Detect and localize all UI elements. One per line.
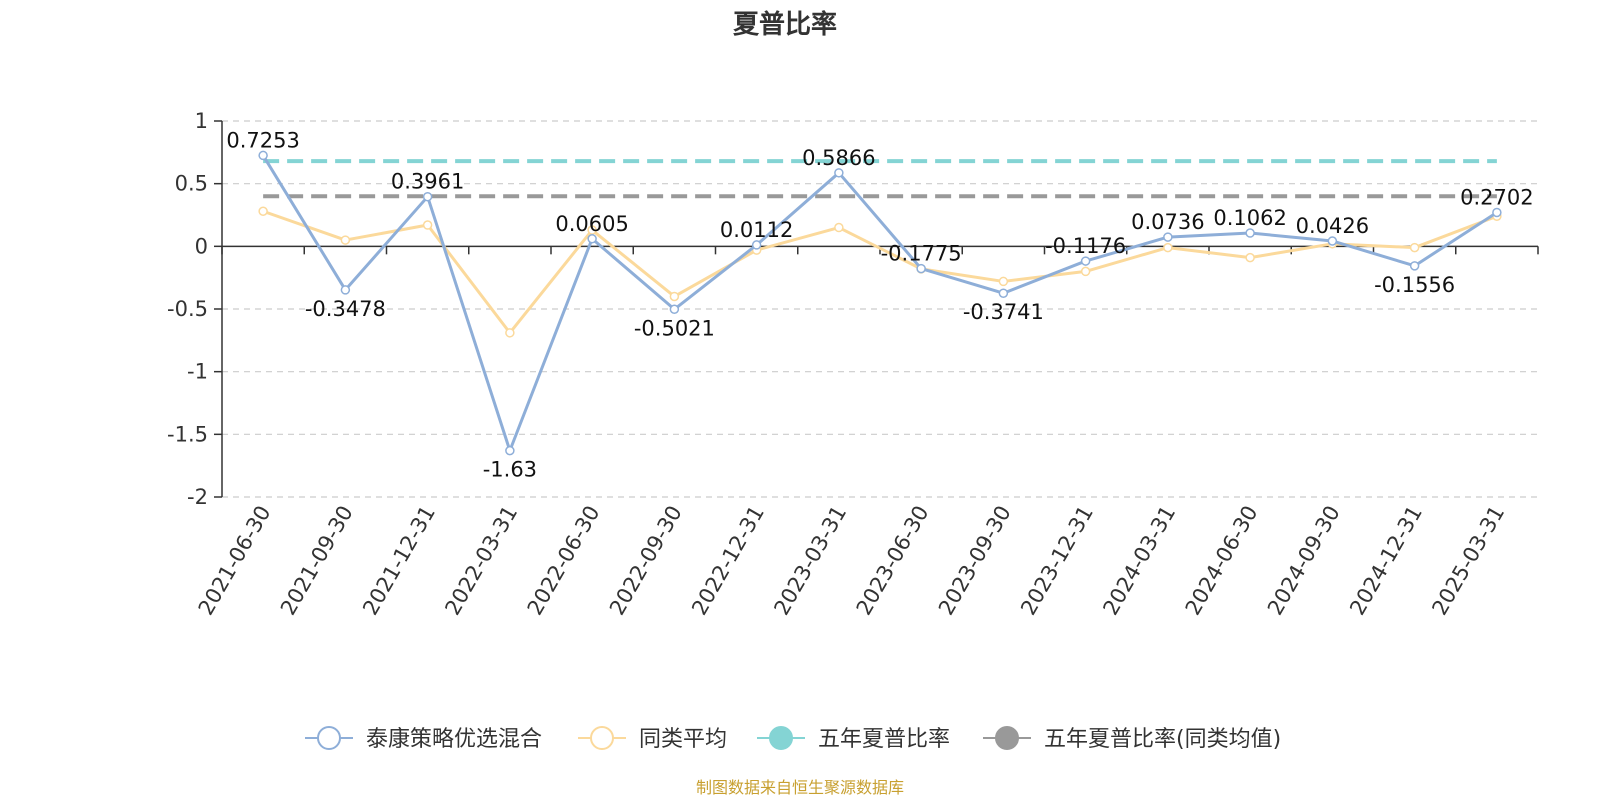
x-tick-label: 2025-03-31 [1427, 502, 1509, 620]
x-tick-label: 2024-06-30 [1181, 502, 1263, 620]
fund-point [1409, 261, 1420, 271]
fund-point [1163, 232, 1173, 242]
y-tick-label: 0 [195, 234, 208, 258]
x-tick-label: 2024-03-31 [1098, 502, 1180, 620]
x-tick-label: 2023-12-31 [1016, 502, 1098, 620]
fund-point [669, 304, 680, 315]
fund-point [916, 263, 926, 274]
peer-average-point [422, 220, 433, 230]
reference-lines [263, 159, 1497, 199]
fund-data-label: -0.1556 [1374, 273, 1455, 297]
legend-label: 泰康策略优选混合 [366, 727, 542, 752]
fund-data-label: 0.0605 [555, 212, 628, 236]
fund-point [1492, 207, 1502, 218]
chart-title: 夏普比率 [733, 9, 837, 40]
fund-point [834, 168, 844, 178]
x-tick-label: 2022-06-30 [523, 502, 605, 620]
y-tick-label: -1 [187, 360, 208, 384]
peer-average-point [1409, 242, 1420, 253]
fund-point [422, 191, 433, 202]
fund-point [998, 288, 1009, 298]
fund-point [1327, 236, 1338, 246]
legend-circle-marker [995, 726, 1019, 750]
legend-item-fund[interactable]: 泰康策略优选混合 [305, 726, 542, 752]
fund-data-label: -0.3478 [305, 297, 386, 321]
legend-circle-marker [317, 726, 341, 750]
fund-data-label: -0.1176 [1045, 234, 1126, 258]
fund-data-label: 0.3961 [391, 170, 464, 194]
y-tick-label: -0.5 [167, 297, 208, 321]
legend-label: 同类平均 [639, 727, 727, 752]
legend-item-peer-average[interactable]: 同类平均 [578, 726, 727, 752]
fund-data-label: -0.3741 [963, 300, 1044, 324]
y-tick-label: -2 [187, 485, 208, 509]
fund-data-label: 0.0112 [720, 218, 793, 242]
peer-average-point [258, 206, 268, 216]
data-labels: 0.7253 -0.3478 0.3961 -1.63 0.0605 -0.5021 0.0… [226, 128, 1533, 481]
x-tick-label: 2022-09-30 [605, 502, 687, 620]
peer-average-point [834, 222, 844, 233]
legend-item-five-year-peer-sharpe[interactable]: 五年夏普比率(同类均值) [983, 726, 1281, 752]
fund-data-label: -1.63 [483, 458, 537, 482]
fund-data-label: 0.7253 [226, 128, 299, 152]
x-tick-label: 2024-09-30 [1263, 502, 1345, 620]
fund-data-label: -0.5021 [634, 316, 715, 340]
fund-point [258, 150, 268, 161]
y-tick-label: -1.5 [167, 422, 208, 446]
legend-label: 五年夏普比率(同类均值) [1044, 727, 1281, 752]
peer-average-point [1080, 266, 1091, 277]
x-tick-label: 2021-06-30 [194, 502, 276, 620]
fund-data-label: 0.1062 [1213, 206, 1286, 230]
y-tick-label: 0.5 [175, 172, 208, 196]
fund-point [1245, 228, 1255, 238]
legend-item-five-year-sharpe[interactable]: 五年夏普比率 [757, 726, 950, 752]
y-tick-label: 1 [195, 109, 208, 133]
x-tick-label: 2024-12-31 [1345, 502, 1427, 620]
series-layer [258, 150, 1502, 456]
fund-point [587, 234, 597, 244]
fund-point [340, 285, 351, 295]
peer-average-point [998, 276, 1009, 287]
fund-data-label: 0.5866 [802, 146, 875, 170]
peer-average-point [1163, 242, 1173, 253]
fund-point [751, 240, 762, 250]
x-tick-label: 2023-09-30 [934, 502, 1016, 620]
fund-data-label: 0.0426 [1296, 214, 1369, 238]
legend[interactable]: 泰康策略优选混合 同类平均 五年夏普比率 五年夏普比率(同类均值) [305, 726, 1281, 752]
peer-average-point [505, 328, 515, 338]
peer-average-point [1245, 252, 1255, 263]
x-tick-label: 2022-12-31 [687, 502, 769, 620]
legend-circle-marker [769, 726, 793, 750]
legend-circle-marker [590, 726, 614, 750]
fund-point [1080, 256, 1091, 266]
fund-point [505, 445, 515, 456]
peer-average-line [262, 209, 1498, 335]
fund-data-label: -0.1775 [881, 242, 962, 266]
x-tick-label: 2023-03-31 [769, 502, 851, 620]
x-tick-label: 2023-06-30 [852, 502, 934, 620]
fund-data-label: 0.0736 [1131, 210, 1204, 234]
peer-average-point [669, 291, 680, 302]
data-source-note: 制图数据来自恒生聚源数据库 [696, 778, 904, 797]
peer-average-point [340, 235, 351, 245]
x-tick-label: 2021-09-30 [276, 502, 358, 620]
x-tick-label: 2021-12-31 [358, 502, 440, 620]
fund-data-label: 0.2702 [1460, 185, 1533, 209]
x-tick-label: 2022-03-31 [440, 502, 522, 620]
fund-line [261, 154, 1498, 453]
legend-label: 五年夏普比率 [818, 727, 950, 752]
